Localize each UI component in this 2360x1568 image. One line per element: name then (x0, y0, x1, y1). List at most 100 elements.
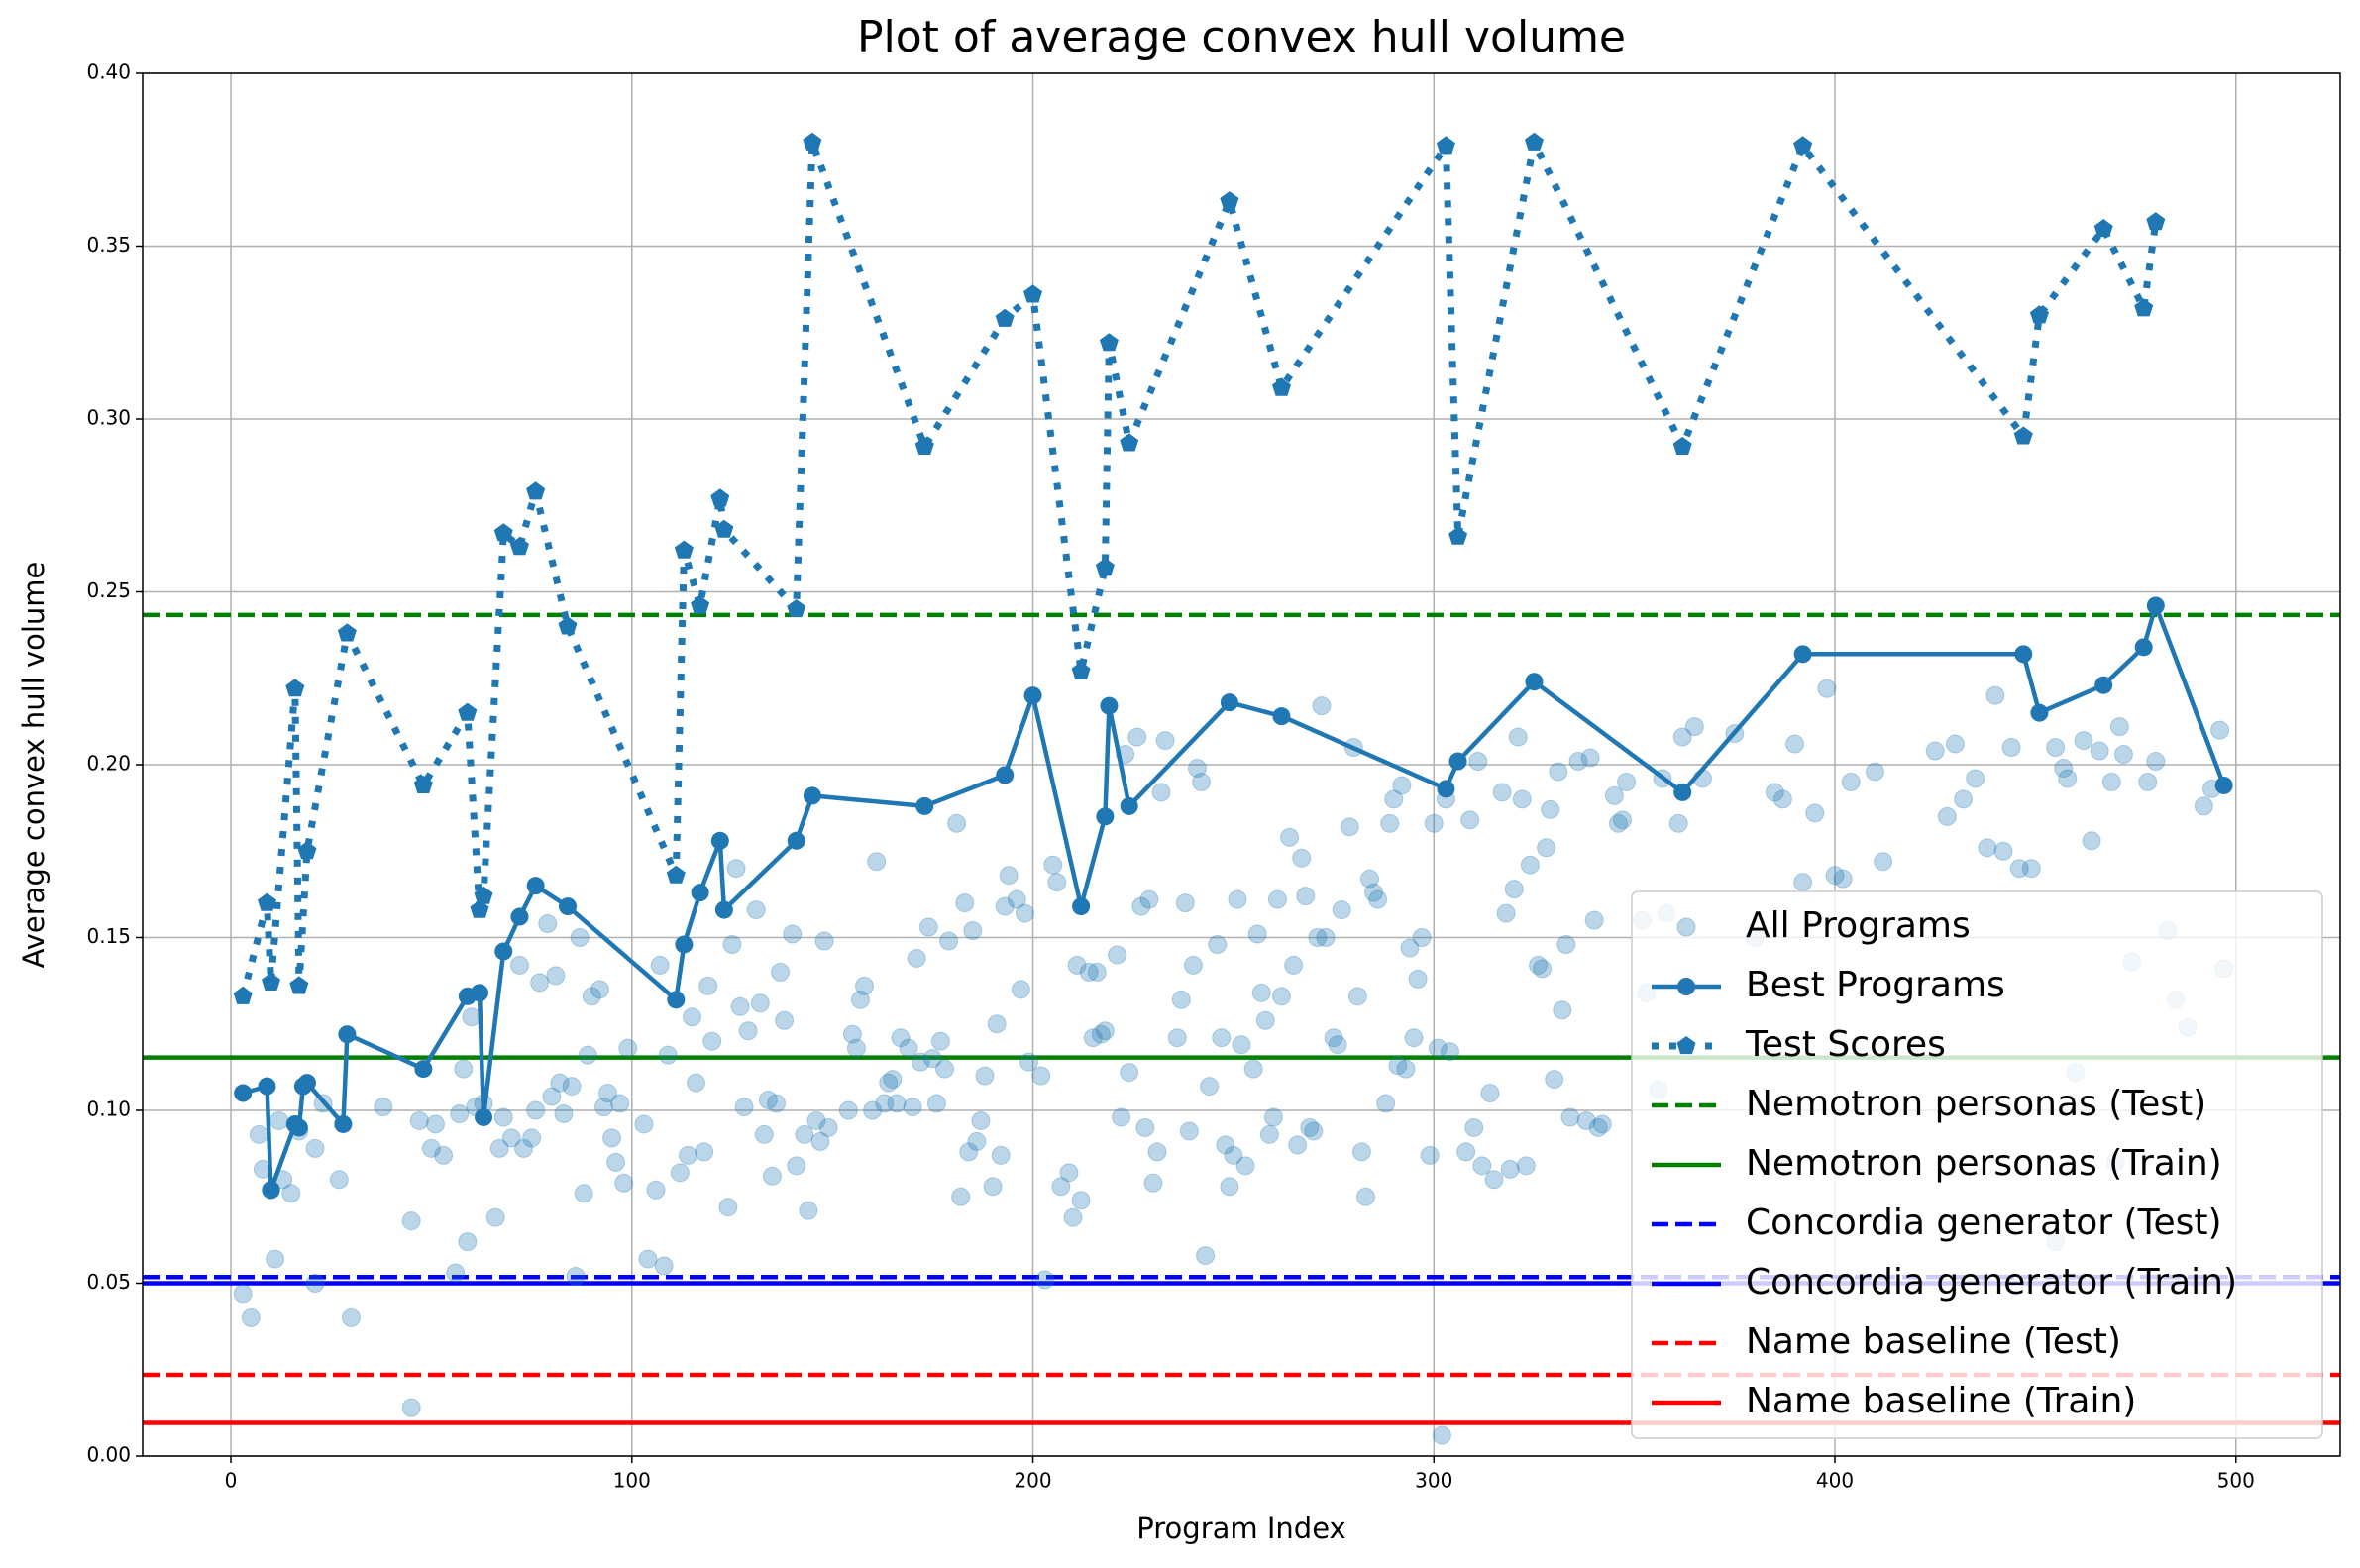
program-point (1087, 962, 1107, 982)
test-marker (710, 488, 730, 507)
x-tick-label: 200 (1014, 1469, 1051, 1493)
program-point (1187, 758, 1207, 778)
program-point (771, 962, 791, 982)
program-point (606, 1152, 626, 1172)
program-point (1376, 1094, 1396, 1113)
test-marker (233, 986, 253, 1004)
program-point (1460, 810, 1480, 830)
program-point (750, 993, 770, 1013)
program-point (1537, 838, 1556, 858)
program-point (1243, 1059, 1263, 1079)
program-point (1580, 748, 1600, 768)
program-point (850, 990, 870, 1009)
program-point (846, 1038, 866, 1058)
y-tick-label: 0.30 (86, 406, 131, 430)
program-point (2090, 741, 2109, 761)
program-point (702, 1031, 722, 1051)
program-point (1232, 1035, 1251, 1055)
program-point (598, 1084, 618, 1103)
best-marker (1793, 645, 1812, 664)
program-point (1071, 1191, 1091, 1210)
program-point (783, 924, 803, 944)
best-marker (1023, 686, 1042, 705)
program-point (934, 1059, 954, 1079)
program-point (758, 1091, 778, 1110)
program-point (1347, 987, 1367, 1006)
program-point (734, 1098, 754, 1117)
program-point (1945, 734, 1965, 754)
program-point (1208, 934, 1228, 954)
program-point (1271, 987, 1291, 1006)
best-marker (289, 1118, 308, 1137)
program-point (971, 1110, 991, 1130)
chart-title: Plot of average convex hull volume (857, 12, 1626, 62)
program-point (855, 976, 875, 995)
program-point (509, 955, 529, 975)
program-point (1472, 1156, 1492, 1176)
program-point (887, 1094, 907, 1113)
program-point (814, 931, 834, 951)
program-point (458, 1232, 478, 1252)
program-point (578, 1045, 597, 1065)
program-point (1993, 841, 2013, 861)
program-point (2082, 831, 2101, 851)
program-point (1095, 1021, 1115, 1041)
best-marker (675, 935, 694, 954)
program-point (1196, 1246, 1216, 1266)
program-point (1496, 903, 1516, 923)
program-point (1131, 896, 1151, 916)
legend-label: Concordia generator (Train) (1746, 1262, 2237, 1303)
program-point (1464, 1117, 1484, 1137)
program-point (266, 1249, 285, 1269)
program-point (1428, 1038, 1448, 1058)
program-point (1556, 934, 1576, 954)
best-marker (1120, 796, 1138, 815)
x-tick-label: 300 (1415, 1469, 1452, 1493)
program-point (281, 1184, 301, 1203)
best-marker (526, 877, 545, 895)
program-point (1553, 1000, 1572, 1020)
test-marker (1436, 136, 1455, 155)
program-point (1015, 903, 1034, 923)
test-marker (474, 886, 493, 904)
program-point (766, 1094, 786, 1113)
program-point (1420, 1145, 1440, 1165)
best-marker (1437, 780, 1455, 798)
legend-swatch (1676, 1036, 1696, 1055)
program-point (249, 1124, 268, 1144)
legend-label: Test Scores (1745, 1024, 1946, 1065)
program-point (269, 1110, 289, 1130)
program-point (718, 1198, 738, 1217)
test-marker (2029, 305, 2049, 324)
program-point (670, 1163, 690, 1183)
program-point (1617, 772, 1637, 791)
test-marker (1120, 433, 1139, 452)
program-point (550, 1073, 570, 1093)
program-point (1541, 799, 1560, 819)
best-marker (915, 796, 934, 815)
program-point (634, 1114, 654, 1134)
program-point (695, 1142, 714, 1162)
program-point (799, 1201, 818, 1220)
program-point (930, 1031, 950, 1051)
program-point (683, 1007, 701, 1027)
program-point (883, 1070, 903, 1090)
program-point (863, 1100, 883, 1120)
program-point (1255, 1010, 1275, 1030)
best-marker (234, 1084, 253, 1102)
best-marker (338, 1025, 357, 1044)
best-marker (1072, 897, 1091, 916)
test-marker (297, 841, 317, 860)
program-point (1192, 772, 1212, 791)
program-point (1793, 873, 1813, 892)
program-point (446, 1263, 466, 1283)
best-marker (470, 984, 488, 1002)
test-marker (262, 972, 280, 991)
program-point (951, 1187, 971, 1206)
program-point (1516, 1156, 1536, 1176)
test-marker (2146, 212, 2166, 231)
best-marker (559, 897, 578, 916)
best-marker (714, 900, 733, 919)
best-marker (1100, 696, 1119, 715)
program-point (918, 917, 938, 937)
